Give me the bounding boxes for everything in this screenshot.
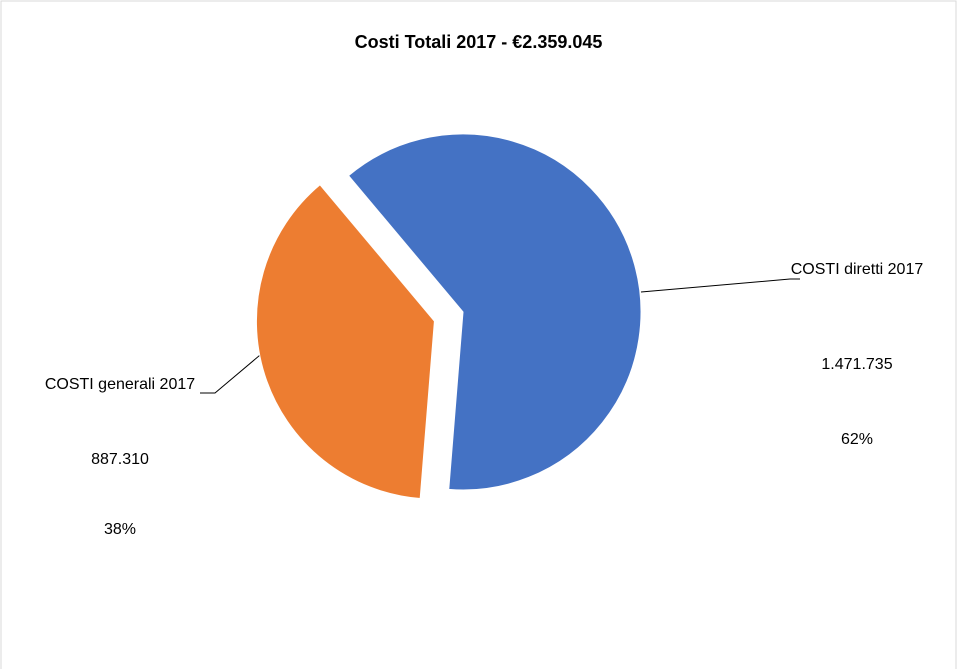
value-label: 887.310 [91,451,149,468]
pie-slice [255,184,435,500]
leader-line [200,344,273,394]
category-label: COSTI diretti 2017 [790,261,924,278]
percentage-label: 38% [103,521,137,538]
category-label: COSTI generali 2017 [44,376,196,393]
leader-line [640,278,800,293]
chart-title: Costi Totali 2017 - €2.359.045 [354,32,603,52]
value-label: 1.471.735 [821,356,893,373]
percentage-label: 62% [840,431,874,448]
pie-slice [347,133,642,491]
